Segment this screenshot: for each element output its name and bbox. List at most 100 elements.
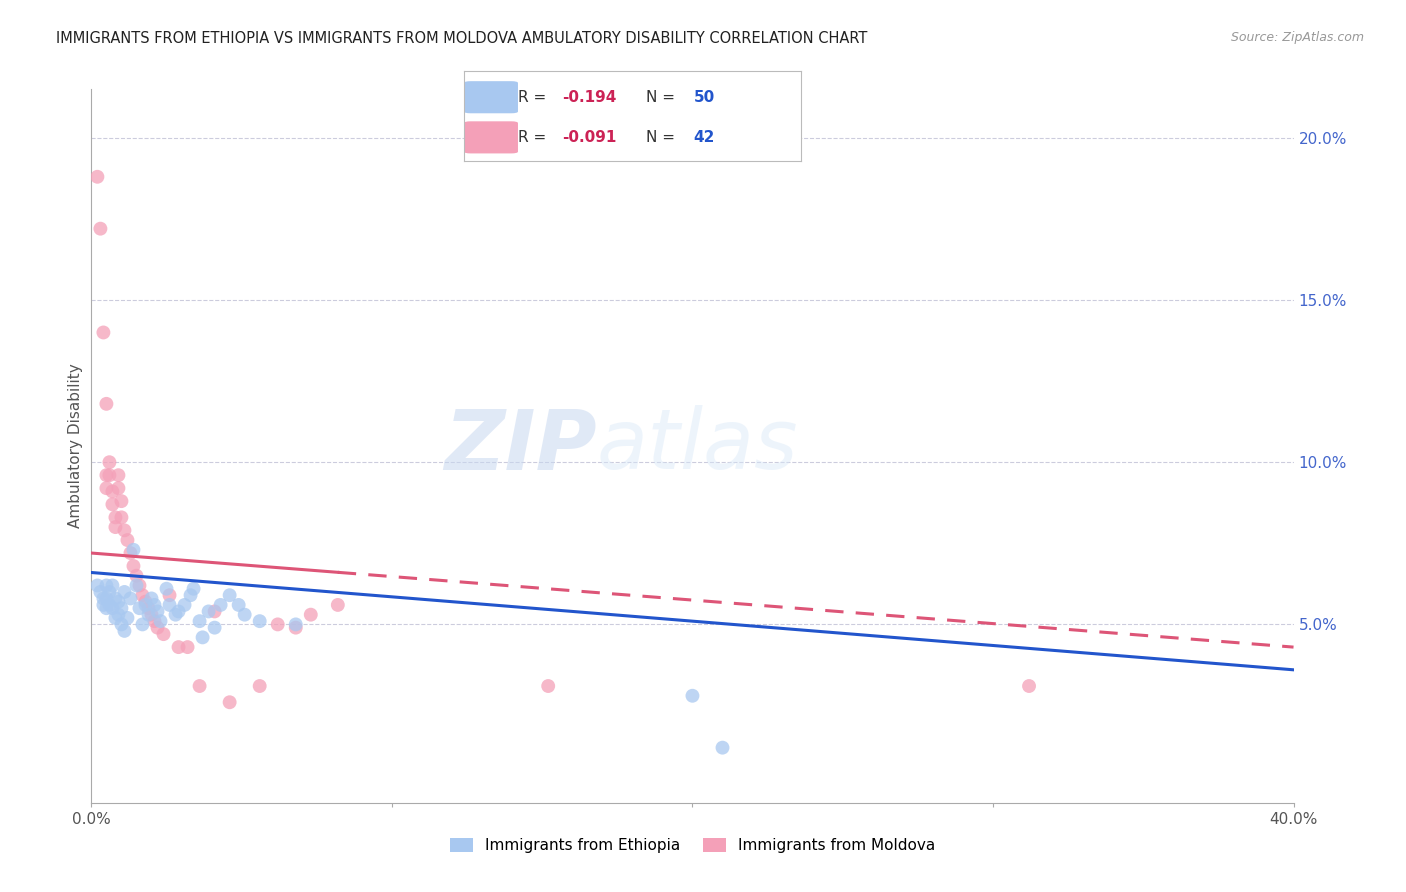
Point xyxy=(267,617,290,632)
Point xyxy=(96,468,118,483)
Text: ZIP: ZIP xyxy=(444,406,596,486)
Point xyxy=(104,591,127,606)
Point xyxy=(122,559,145,574)
FancyBboxPatch shape xyxy=(464,81,517,113)
Text: Source: ZipAtlas.com: Source: ZipAtlas.com xyxy=(1230,31,1364,45)
Point xyxy=(107,607,129,622)
Point xyxy=(233,607,256,622)
Point xyxy=(228,598,250,612)
Point xyxy=(110,510,132,524)
Point xyxy=(249,614,271,628)
Point xyxy=(110,601,132,615)
Point xyxy=(125,578,148,592)
Point xyxy=(141,591,163,606)
Point xyxy=(98,598,121,612)
Point xyxy=(110,617,132,632)
Point xyxy=(98,585,121,599)
Text: IMMIGRANTS FROM ETHIOPIA VS IMMIGRANTS FROM MOLDOVA AMBULATORY DISABILITY CORREL: IMMIGRANTS FROM ETHIOPIA VS IMMIGRANTS F… xyxy=(56,31,868,46)
Point xyxy=(107,595,129,609)
Point xyxy=(104,611,127,625)
Point xyxy=(93,598,115,612)
Point xyxy=(107,468,129,483)
Point xyxy=(204,621,226,635)
Point xyxy=(117,611,139,625)
Point xyxy=(146,604,169,618)
Point xyxy=(1018,679,1040,693)
Point xyxy=(134,595,156,609)
Text: N =: N = xyxy=(647,90,681,104)
FancyBboxPatch shape xyxy=(464,121,517,153)
Point xyxy=(173,598,195,612)
Point xyxy=(114,585,136,599)
Point xyxy=(101,484,124,499)
Point xyxy=(138,607,160,622)
Point xyxy=(152,627,174,641)
Point xyxy=(149,614,172,628)
Point xyxy=(141,607,163,622)
Point xyxy=(110,494,132,508)
Text: R =: R = xyxy=(517,130,551,145)
Point xyxy=(120,546,142,560)
Point xyxy=(93,591,115,606)
Point xyxy=(183,582,205,596)
Y-axis label: Ambulatory Disability: Ambulatory Disability xyxy=(67,364,83,528)
Point xyxy=(101,578,124,592)
Point xyxy=(159,598,181,612)
Point xyxy=(188,614,211,628)
Point xyxy=(86,169,108,184)
Point xyxy=(96,591,118,606)
Point xyxy=(249,679,271,693)
Point xyxy=(134,598,156,612)
Point xyxy=(104,510,127,524)
Point xyxy=(98,455,121,469)
Point xyxy=(204,604,226,618)
Text: atlas: atlas xyxy=(596,406,799,486)
Point xyxy=(101,601,124,615)
Point xyxy=(180,588,202,602)
Point xyxy=(131,617,153,632)
Point xyxy=(128,601,150,615)
Point xyxy=(104,520,127,534)
Point xyxy=(96,578,118,592)
Text: 42: 42 xyxy=(693,130,714,145)
Point xyxy=(89,585,111,599)
Point xyxy=(191,631,214,645)
Point xyxy=(96,601,118,615)
Point xyxy=(155,582,177,596)
Point xyxy=(326,598,349,612)
Point xyxy=(711,740,734,755)
Point xyxy=(167,640,190,654)
Point xyxy=(681,689,703,703)
Point xyxy=(101,497,124,511)
Point xyxy=(98,468,121,483)
Point xyxy=(299,607,322,622)
Point xyxy=(143,614,166,628)
Point xyxy=(176,640,198,654)
Text: -0.194: -0.194 xyxy=(562,90,616,104)
Point xyxy=(284,617,307,632)
Point xyxy=(86,578,108,592)
Point xyxy=(197,604,219,618)
Point xyxy=(122,542,145,557)
Point xyxy=(128,578,150,592)
Point xyxy=(96,397,118,411)
Point xyxy=(159,588,181,602)
Point xyxy=(114,624,136,638)
Point xyxy=(120,591,142,606)
Point xyxy=(146,621,169,635)
Point xyxy=(143,598,166,612)
Point xyxy=(218,695,240,709)
Text: R =: R = xyxy=(517,90,551,104)
Point xyxy=(209,598,232,612)
Point xyxy=(138,601,160,615)
Point xyxy=(107,481,129,495)
Point xyxy=(218,588,240,602)
Point xyxy=(188,679,211,693)
Point xyxy=(537,679,560,693)
Text: N =: N = xyxy=(647,130,681,145)
Text: -0.091: -0.091 xyxy=(562,130,616,145)
Point xyxy=(167,604,190,618)
Point xyxy=(114,524,136,538)
Point xyxy=(284,621,307,635)
Point xyxy=(131,588,153,602)
